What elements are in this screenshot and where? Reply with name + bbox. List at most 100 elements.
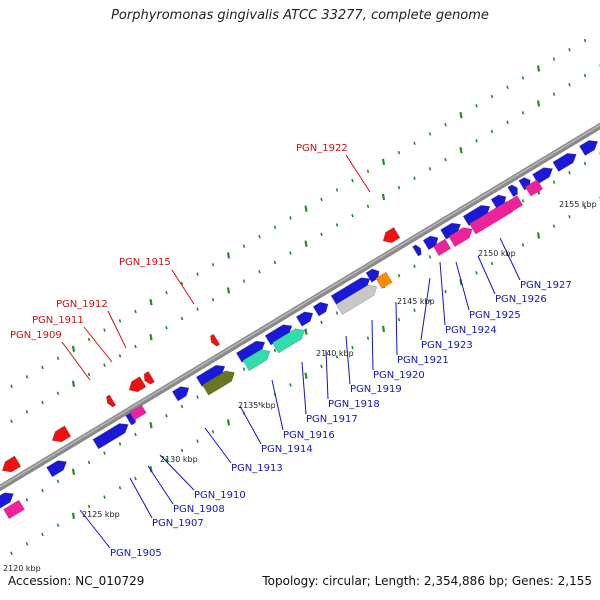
kbp-label-2155: 2155 kbp	[559, 200, 597, 209]
reverse-gene-1	[51, 425, 72, 443]
gene-label-pgn-1926: PGN_1926	[495, 294, 547, 305]
tick-dot	[320, 364, 323, 369]
gene-label-pgn-1927: PGN_1927	[520, 280, 572, 291]
gene-label-pgn-1913: PGN_1913	[231, 463, 283, 474]
forward-gene-12-shape	[412, 244, 422, 257]
reverse-leader-4	[345, 154, 371, 193]
reverse-gene-3	[128, 376, 147, 393]
gene-label-pgn-1922: PGN_1922	[296, 143, 348, 154]
tick-dot	[289, 216, 292, 220]
green-gene-1-shape	[242, 349, 271, 372]
tick-dot	[149, 298, 153, 306]
forward-gene-21	[579, 140, 599, 156]
forward-leader-15	[477, 255, 496, 295]
tick-dot	[56, 391, 60, 395]
tick-dot	[25, 375, 29, 379]
tick-dot	[180, 316, 184, 321]
tick-dot	[413, 264, 416, 269]
tick-dot	[490, 261, 494, 266]
forward-gene-0	[0, 492, 14, 511]
tick-dot	[568, 215, 571, 219]
tick-dot	[10, 551, 13, 556]
tick-dot	[41, 365, 44, 370]
tick-dot	[41, 488, 44, 493]
tick-dot	[552, 57, 556, 61]
gene-label-pgn-1917: PGN_1917	[306, 414, 358, 425]
tick-dot	[87, 504, 91, 509]
tick-dot	[211, 298, 215, 302]
forward-leader-7	[301, 361, 307, 415]
tick-dot	[56, 523, 60, 527]
tick-dot	[413, 308, 416, 313]
reverse-gene-6-shape	[382, 227, 401, 244]
forward-gene-17	[507, 184, 518, 198]
forward-gene-8	[295, 311, 314, 327]
gene-label-pgn-1912: PGN_1912	[56, 299, 108, 310]
tick-dot	[196, 272, 199, 276]
reverse-gene-0-shape	[1, 455, 22, 473]
tick-dot	[583, 38, 587, 43]
tick-dot	[536, 100, 541, 107]
gene-label-pgn-1914: PGN_1914	[261, 444, 313, 455]
tick-dot	[118, 442, 122, 446]
tick-dot	[165, 414, 168, 418]
forward-gene-10	[330, 277, 371, 306]
forward-gene-15	[462, 205, 491, 227]
gene-label-pgn-1925: PGN_1925	[469, 310, 521, 321]
forward-leader-9	[345, 335, 351, 385]
tick-dot	[134, 432, 137, 437]
tick-dot	[459, 147, 463, 154]
tick-dot	[413, 176, 416, 181]
reverse-gene-3-shape	[128, 376, 147, 393]
tick-dot	[10, 384, 13, 389]
tick-dot	[87, 337, 91, 342]
label-leader-lines	[61, 154, 521, 549]
tick-dot	[428, 132, 432, 136]
tick-dot	[242, 367, 246, 371]
forward-leader-16	[499, 237, 521, 281]
forward-leader-12	[420, 277, 431, 341]
tick-dot	[475, 271, 478, 275]
forward-gene-8-shape	[295, 311, 314, 327]
tick-dot	[320, 320, 323, 325]
tick-dot	[552, 224, 556, 228]
tick-dot	[320, 197, 323, 202]
tick-dot	[397, 185, 401, 190]
forward-gene-17-shape	[507, 184, 518, 198]
gene-label-pgn-1924: PGN_1924	[445, 325, 497, 336]
tick-dot	[552, 180, 556, 184]
genome-backbone	[0, 122, 600, 492]
reverse-gene-2-shape	[106, 394, 117, 408]
forward-leader-13	[439, 261, 446, 326]
tick-dot	[459, 112, 463, 119]
tick-dot	[87, 372, 91, 377]
tick-dot	[289, 383, 292, 387]
topology-text: Topology: circular; Length: 2,354,886 bp…	[262, 574, 592, 588]
tick-dot	[242, 279, 246, 283]
gray-gene-shape	[335, 284, 378, 315]
accession-text: Accession: NC_010729	[8, 574, 145, 588]
ruler-labels: 2120 kbp 2125 kbp 2130 kbp 2135 kbp 2140…	[3, 200, 597, 573]
reverse-gene-5-shape	[210, 333, 221, 347]
tick-dot	[25, 498, 29, 502]
tick-dot	[583, 205, 587, 210]
forward-leader-4	[204, 427, 232, 464]
tick-dot	[165, 458, 168, 462]
gene-features	[0, 140, 599, 520]
tick-dot	[226, 287, 231, 294]
forward-gene-11-shape	[365, 268, 380, 283]
tick-dot	[289, 251, 292, 255]
tick-dot	[304, 328, 308, 335]
green-gene-2-shape	[271, 328, 305, 354]
tick-dot	[335, 355, 339, 359]
forward-gene-6-shape	[235, 340, 266, 363]
forward-leader-8	[325, 349, 329, 400]
forward-leader-1	[129, 477, 153, 519]
tick-dot	[103, 451, 106, 455]
tick-dot-rows	[10, 32, 600, 556]
tick-dot	[381, 158, 386, 166]
gene-label-pgn-1908: PGN_1908	[173, 504, 225, 515]
orange-gene	[375, 271, 393, 290]
tick-dot	[568, 171, 571, 175]
